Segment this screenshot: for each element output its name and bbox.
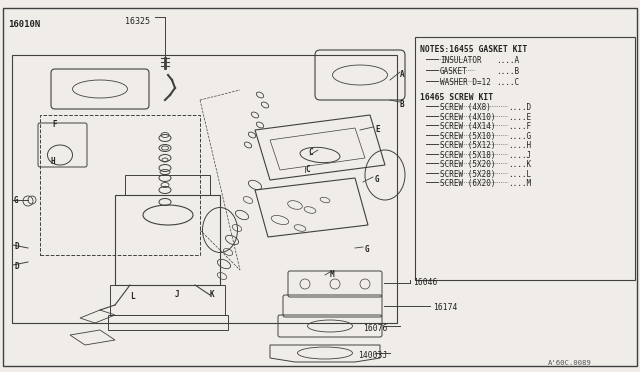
Text: D: D	[14, 242, 19, 251]
Text: 16046: 16046	[413, 278, 437, 287]
Text: SCREW (4X14): SCREW (4X14)	[440, 122, 495, 131]
Text: SCREW (4X10): SCREW (4X10)	[440, 112, 495, 122]
Text: INSULATOR: INSULATOR	[440, 56, 482, 65]
Text: B: B	[400, 100, 404, 109]
Text: G: G	[365, 245, 370, 254]
Text: ....C: ....C	[496, 78, 519, 87]
Text: K: K	[210, 290, 214, 299]
Text: A'60C.0089: A'60C.0089	[548, 360, 592, 366]
Text: NOTES:16455 GASKET KIT: NOTES:16455 GASKET KIT	[420, 45, 527, 54]
Text: SCREW (5X12): SCREW (5X12)	[440, 141, 495, 150]
Bar	[125, 175, 210, 195]
Text: ....D: ....D	[508, 103, 531, 112]
Text: M: M	[330, 270, 335, 279]
Text: D: D	[14, 262, 19, 271]
Text: GASKET: GASKET	[440, 67, 468, 76]
Text: ....A: ....A	[496, 56, 519, 65]
Text: G: G	[375, 175, 380, 184]
Text: SCREW (5X20): SCREW (5X20)	[440, 160, 495, 169]
Text: SCREW (6X20): SCREW (6X20)	[440, 179, 495, 188]
Text: SCREW (5X28): SCREW (5X28)	[440, 170, 495, 179]
Text: SCREW (5X10): SCREW (5X10)	[440, 131, 495, 141]
Text: WASHER D=12: WASHER D=12	[440, 78, 491, 87]
Bar	[110, 285, 225, 315]
Text: E: E	[375, 125, 380, 134]
Text: H: H	[50, 157, 54, 166]
Text: ....B: ....B	[496, 67, 519, 76]
Text: 16465 SCREW KIT: 16465 SCREW KIT	[420, 93, 493, 102]
Text: F: F	[52, 120, 56, 129]
Text: C: C	[305, 165, 310, 174]
Text: ....J: ....J	[508, 151, 531, 160]
Text: 16076: 16076	[363, 324, 387, 333]
Bar	[415, 37, 635, 280]
Text: SCREW (4X8): SCREW (4X8)	[440, 103, 491, 112]
Text: C: C	[308, 148, 312, 157]
Text: 16174: 16174	[433, 303, 458, 312]
Text: ....H: ....H	[508, 141, 531, 150]
Text: SCREW (5X18): SCREW (5X18)	[440, 151, 495, 160]
Bar	[40, 115, 200, 255]
Text: L: L	[130, 292, 134, 301]
Text: ....F: ....F	[508, 122, 531, 131]
Text: A: A	[400, 70, 404, 79]
Text: 16325: 16325	[125, 17, 150, 26]
Text: ....L: ....L	[508, 170, 531, 179]
Text: 16010N: 16010N	[8, 20, 40, 29]
Bar	[115, 195, 220, 285]
Text: ....M: ....M	[508, 179, 531, 188]
Text: J: J	[175, 290, 180, 299]
Text: ....E: ....E	[508, 112, 531, 122]
Text: ....G: ....G	[508, 131, 531, 141]
Text: G: G	[14, 196, 19, 205]
Text: ....K: ....K	[508, 160, 531, 169]
Bar	[12, 55, 397, 323]
Text: 14003J: 14003J	[358, 351, 387, 360]
